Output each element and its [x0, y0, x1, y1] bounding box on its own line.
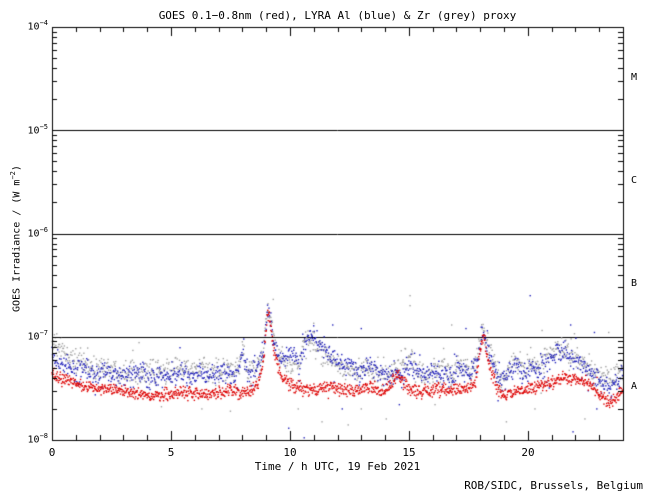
y-tick-label-1e-6: 10−6	[27, 226, 48, 240]
x-tick-label-20: 20	[521, 446, 535, 459]
flare-class-label-M: M	[630, 72, 638, 83]
y-tick-label-1e-7: 10−7	[27, 329, 48, 343]
flare-class-label-C: C	[630, 175, 638, 186]
y-axis-title-post: )	[11, 165, 23, 172]
y-axis-title-exponent: −2	[9, 171, 17, 180]
y-tick-label-1e-4: 10−4	[27, 19, 48, 33]
chart-title: GOES 0.1−0.8nm (red), LYRA Al (blue) & Z…	[158, 9, 517, 22]
x-tick-label-15: 15	[402, 446, 416, 459]
x-tick-label-0: 0	[48, 446, 56, 459]
y-tick-label-1e-8: 10−8	[27, 432, 48, 446]
x-tick-label-5: 5	[167, 446, 175, 459]
y-tick-label-1e-5: 10−5	[27, 123, 48, 137]
credit-text: ROB/SIDC, Brussels, Belgium	[464, 479, 643, 492]
x-tick-label-10: 10	[283, 446, 297, 459]
flare-class-label-B: B	[630, 278, 638, 289]
flare-class-label-A: A	[630, 381, 638, 392]
x-axis-title: Time / h UTC, 19 Feb 2021	[254, 460, 421, 473]
y-axis-title-pre: GOES Irradiance / (W m	[11, 179, 23, 312]
